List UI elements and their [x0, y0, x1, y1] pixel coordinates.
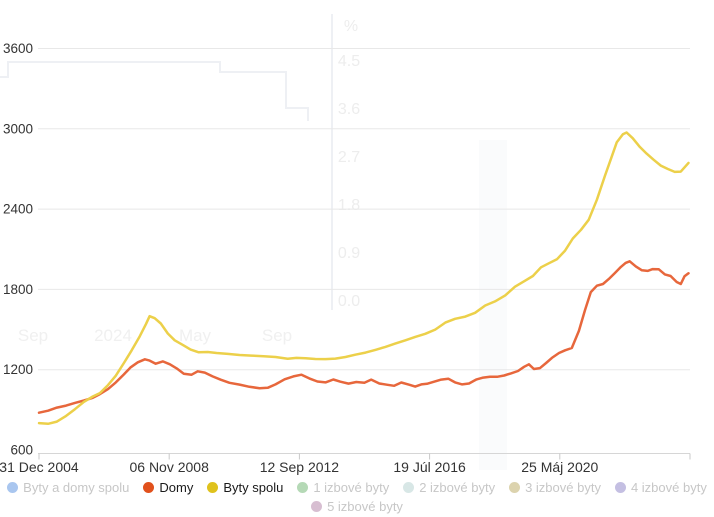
legend-item-byty-spolu[interactable]: Byty spolu — [207, 480, 283, 495]
legend-series-dot-icon — [297, 482, 309, 493]
x-axis-date-label: 06 Nov 2008 — [129, 459, 209, 475]
legend-item-label: 3 izbové byty — [525, 480, 601, 495]
y-axis-label: 600 — [10, 443, 33, 458]
x-axis-date-label: 25 Máj 2020 — [521, 459, 598, 475]
legend-row: 5 izbové byty — [311, 499, 403, 514]
legend-row: Byty a domy spolu Domy Byty spolu 1 izbové … — [7, 480, 707, 495]
ghost-axis-label: 2.7 — [338, 149, 360, 166]
legend-item-label: 5 izbové byty — [327, 499, 403, 514]
ghost-axis-label: 0.9 — [338, 245, 360, 262]
legend-series-dot-icon — [509, 482, 521, 493]
legend-item-label: Byty spolu — [223, 480, 284, 495]
legend-series-dot-icon — [403, 482, 415, 493]
y-axis-label: 3600 — [3, 41, 33, 56]
legend-series-dot-icon — [7, 482, 19, 493]
ghost-time-label: 2024 — [94, 326, 132, 345]
legend-item-1-izbové-byty[interactable]: 1 izbové byty — [297, 480, 389, 495]
legend-series-dot-icon — [207, 482, 219, 493]
legend-item-domy[interactable]: Domy — [143, 480, 193, 495]
x-axis-date-label: 31 Dec 2004 — [0, 459, 79, 475]
ghost-axis-label: 4.5 — [338, 53, 360, 70]
legend-series-dot-icon — [614, 482, 626, 493]
line-chart: % 4.5 3.6 2.7 1.8 0.9 0.0 Sep 2024 May Sep 600 1200 1… — [0, 14, 691, 475]
ghost-time-label: Sep — [262, 326, 292, 345]
ghost-percent-symbol: % — [344, 18, 358, 35]
ghost-step-line — [0, 61, 309, 121]
legend-series-dot-icon — [311, 501, 323, 512]
legend-item-label: 4 izbové byty — [630, 480, 707, 495]
grid: 600 1200 1800 2400 3000 3600 — [3, 41, 690, 458]
chart-legend: Byty a domy spolu Domy Byty spolu 1 izbové … — [0, 480, 714, 514]
x-axis-date-label: 12 Sep 2012 — [260, 459, 340, 475]
legend-item-4-izbové-byty[interactable]: 4 izbové byty — [614, 480, 707, 495]
legend-series-dot-icon — [143, 482, 155, 493]
ghost-time-label: May — [179, 326, 212, 345]
y-axis-label: 1800 — [3, 282, 33, 297]
ghost-chart-overlay: % 4.5 3.6 2.7 1.8 0.9 0.0 Sep 2024 May Sep — [0, 14, 507, 470]
legend-item-label: Domy — [159, 480, 194, 495]
legend-item-3-izbové-byty[interactable]: 3 izbové byty — [509, 480, 601, 495]
ghost-axis-label: 0.0 — [338, 293, 360, 310]
y-axis-label: 1200 — [3, 362, 33, 377]
y-axis-label: 3000 — [3, 121, 33, 136]
ghost-axis-label: 3.6 — [338, 101, 360, 118]
legend-item-5-izbové-byty[interactable]: 5 izbové byty — [311, 499, 403, 514]
y-axis-label: 2400 — [3, 202, 33, 217]
legend-item-byty-a-domy-spolu[interactable]: Byty a domy spolu — [7, 480, 129, 495]
series-line-domy[interactable] — [37, 260, 690, 414]
ghost-axis-label: 1.8 — [338, 197, 360, 214]
x-axis: 31 Dec 2004 06 Nov 2008 12 Sep 2012 19 Júl … — [0, 453, 691, 475]
ghost-time-label: Sep — [18, 326, 48, 345]
series-line-byty-spolu[interactable] — [37, 131, 690, 426]
x-axis-date-label: 19 Júl 2016 — [393, 459, 466, 475]
legend-item-label: 2 izbové byty — [419, 480, 496, 495]
legend-item-2-izbové-byty[interactable]: 2 izbové byty — [403, 480, 495, 495]
legend-item-label: Byty a domy spolu — [23, 480, 130, 495]
ghost-column — [479, 140, 507, 470]
legend-item-label: 1 izbové byty — [313, 480, 390, 495]
